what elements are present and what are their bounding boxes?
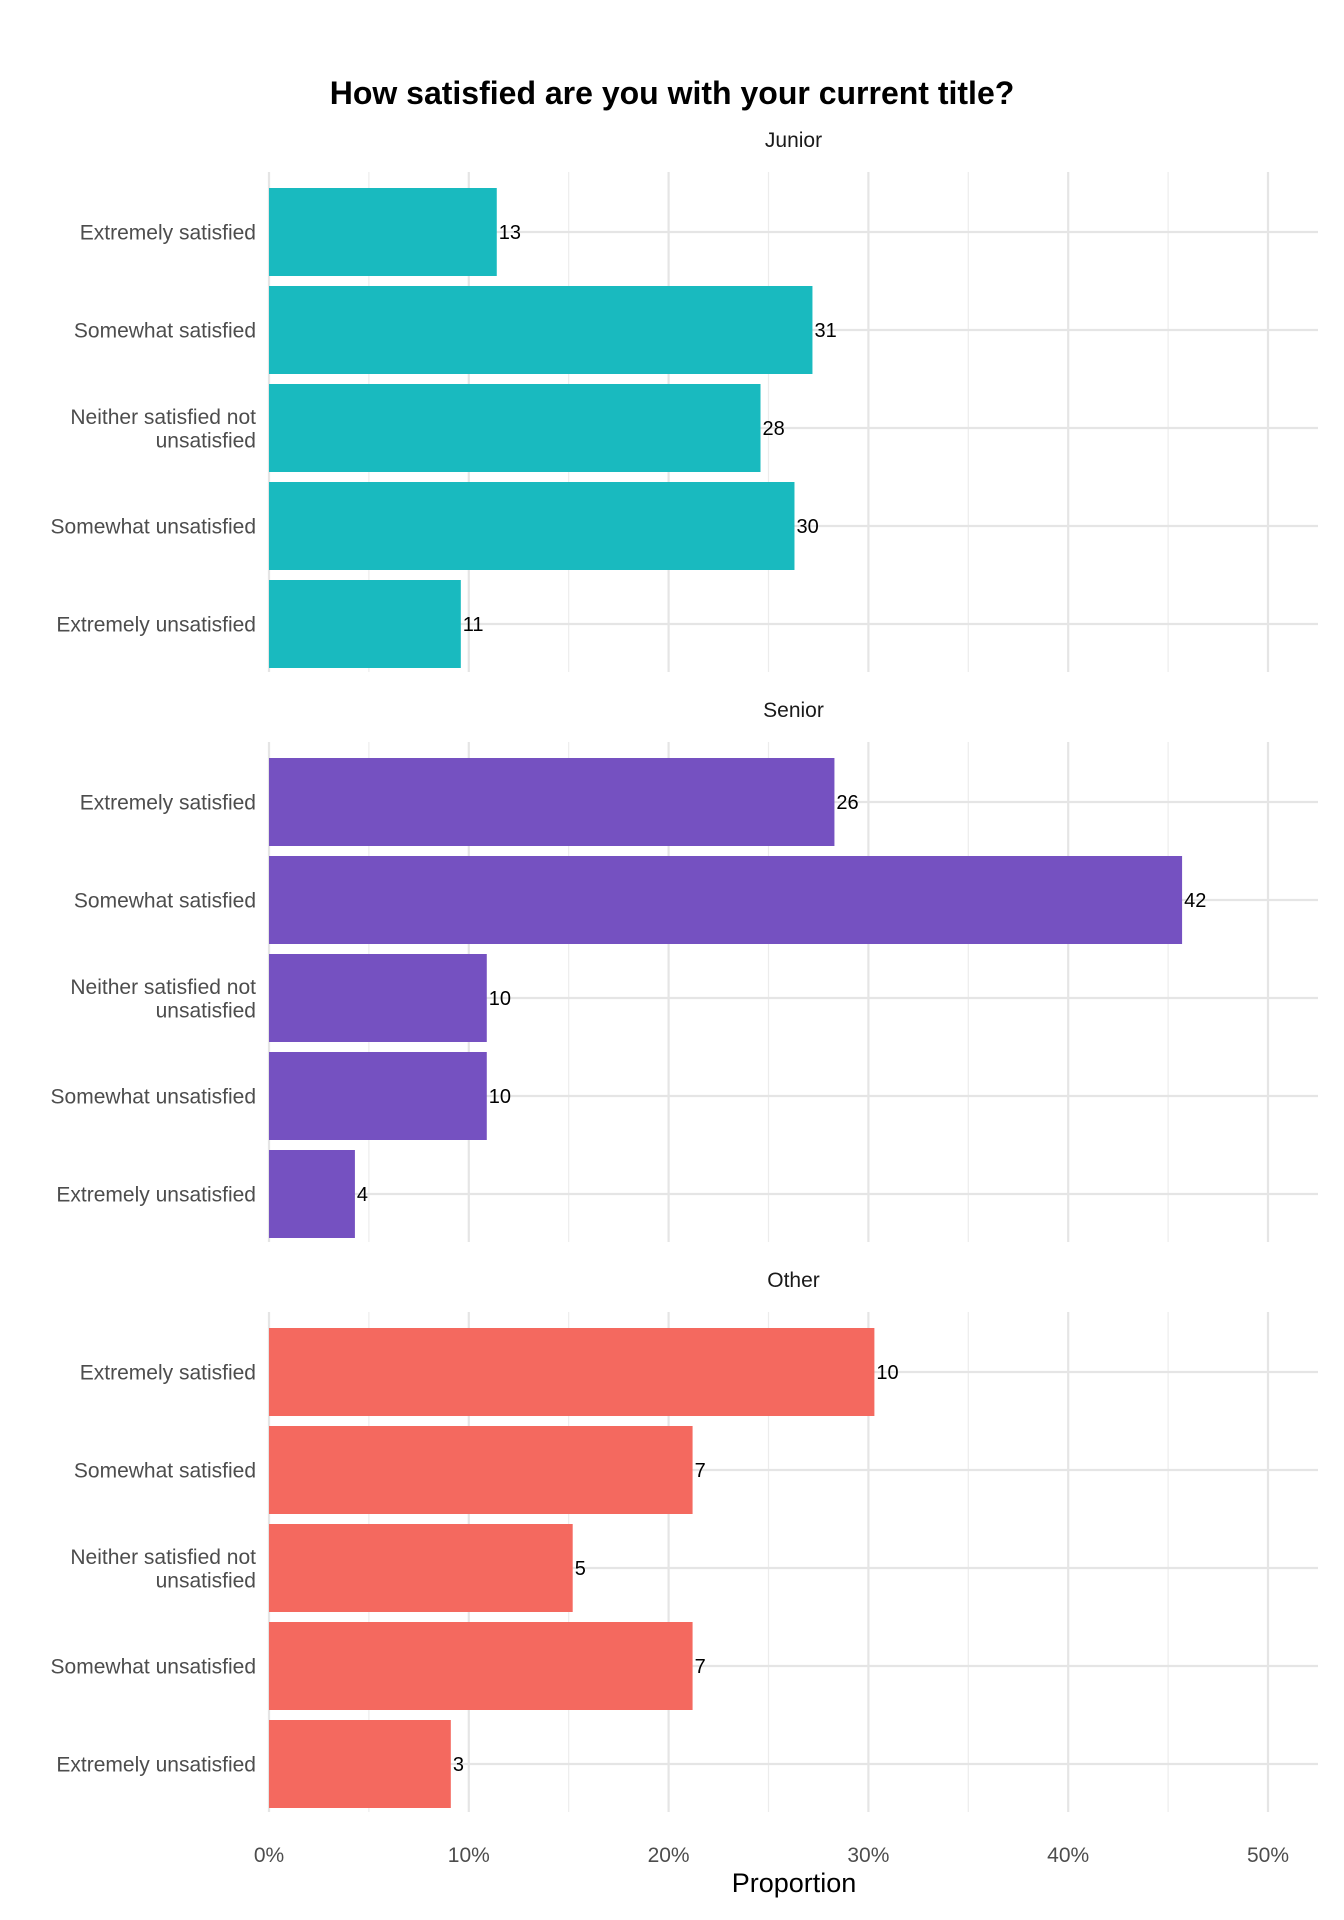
x-tick-label: 40% (1047, 1844, 1089, 1867)
x-tick-label: 50% (1247, 1844, 1289, 1867)
x-axis: 0% 10% 20% 30% 40% 50% (254, 1844, 1289, 1867)
bar-junior-neither-satisfied-not-unsatisfied (269, 384, 761, 472)
panel-strip-junior: Junior (765, 129, 822, 152)
x-axis-label: Proportion (732, 1868, 857, 1898)
category-label: Somewhat unsatisfied (51, 1655, 256, 1678)
panel-senior: Senior Extremely satisfied 26 Somewhat sati… (51, 699, 1318, 1242)
data-label-senior-somewhat-satisfied: 42 (1184, 890, 1206, 912)
bar-other-somewhat-satisfied (269, 1426, 693, 1514)
bar-junior-somewhat-unsatisfied (269, 482, 795, 570)
data-label-other-neither-satisfied-not-unsatisfied: 5 (575, 1558, 586, 1580)
category-label: Extremely unsatisfied (56, 1753, 256, 1776)
chart-panels: Junior Extremely satisfied 13 Somewhat sati… (51, 129, 1318, 1812)
x-tick-label: 30% (847, 1844, 889, 1867)
data-label-junior-neither-satisfied-not-unsatisfied: 28 (763, 418, 785, 440)
panel-strip-other: Other (767, 1269, 820, 1292)
bar-senior-somewhat-satisfied (269, 856, 1183, 944)
category-label: Extremely unsatisfied (56, 1183, 256, 1206)
category-label: Extremely satisfied (80, 1361, 256, 1384)
bar-senior-somewhat-unsatisfied (269, 1052, 487, 1140)
category-label: Somewhat satisfied (74, 319, 256, 342)
data-label-other-extremely-unsatisfied: 3 (453, 1754, 464, 1776)
data-label-other-somewhat-satisfied: 7 (695, 1460, 706, 1482)
data-label-other-somewhat-unsatisfied: 7 (695, 1656, 706, 1678)
x-tick-label: 0% (254, 1844, 284, 1867)
bar-other-extremely-unsatisfied (269, 1720, 451, 1808)
category-label: Somewhat unsatisfied (51, 1085, 256, 1108)
chart-title: How satisfied are you with your current … (330, 75, 1015, 111)
x-tick-label: 10% (448, 1844, 490, 1867)
data-label-senior-extremely-satisfied: 26 (836, 792, 858, 814)
panel-junior: Junior Extremely satisfied 13 Somewhat sati… (51, 129, 1318, 672)
bar-senior-neither-satisfied-not-unsatisfied (269, 954, 487, 1042)
bar-other-extremely-satisfied (269, 1328, 875, 1416)
bar-senior-extremely-unsatisfied (269, 1150, 355, 1238)
data-label-senior-neither-satisfied-not-unsatisfied: 10 (489, 988, 511, 1010)
panel-other: Other Extremely satisfied 10 Somewhat satis… (51, 1269, 1318, 1812)
category-label: Extremely satisfied (80, 221, 256, 244)
category-label: Somewhat unsatisfied (51, 515, 256, 538)
bar-junior-somewhat-satisfied (269, 286, 813, 374)
data-label-junior-extremely-unsatisfied: 11 (463, 614, 484, 636)
data-label-junior-somewhat-satisfied: 31 (814, 320, 836, 342)
data-label-other-extremely-satisfied: 10 (876, 1362, 898, 1384)
bar-senior-extremely-satisfied (269, 758, 835, 846)
category-label: Somewhat satisfied (74, 1459, 256, 1482)
category-label: Extremely unsatisfied (56, 613, 256, 636)
category-label: Neither satisfied not unsatisfied (70, 1546, 256, 1592)
bar-other-neither-satisfied-not-unsatisfied (269, 1524, 573, 1612)
bar-junior-extremely-unsatisfied (269, 580, 461, 668)
bar-other-somewhat-unsatisfied (269, 1622, 693, 1710)
bar-junior-extremely-satisfied (269, 188, 497, 276)
data-label-senior-somewhat-unsatisfied: 10 (489, 1086, 511, 1108)
category-label: Extremely satisfied (80, 791, 256, 814)
panel-strip-senior: Senior (763, 699, 824, 722)
category-label: Neither satisfied not unsatisfied (70, 976, 256, 1022)
data-label-junior-extremely-satisfied: 13 (499, 222, 521, 244)
category-label: Neither satisfied not unsatisfied (70, 406, 256, 452)
x-tick-label: 20% (648, 1844, 690, 1867)
category-label: Somewhat satisfied (74, 889, 256, 912)
data-label-senior-extremely-unsatisfied: 4 (357, 1184, 368, 1206)
data-label-junior-somewhat-unsatisfied: 30 (796, 516, 818, 538)
